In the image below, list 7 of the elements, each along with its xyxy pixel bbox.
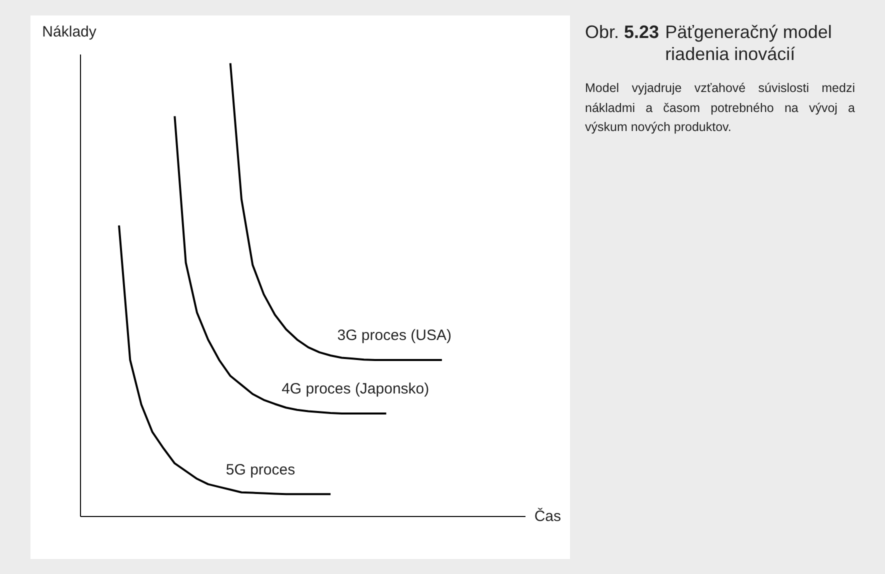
- series-label: 3G proces (USA): [337, 327, 452, 344]
- x-axis-title: Čas: [534, 506, 562, 525]
- text: Model vyjadruje vzťahové súvislosti medzi nákladmi a časom potrebného na vývoj a výskum nových produktov.: [585, 80, 855, 136]
- series-label: 5G proces: [226, 461, 296, 478]
- y-axis-title: Náklady: [42, 24, 97, 41]
- text: Obr. 5.23 Päťgeneračný model riadenia inovácií: [585, 22, 833, 66]
- series-label: 4G proces (Japonsko): [282, 380, 430, 398]
